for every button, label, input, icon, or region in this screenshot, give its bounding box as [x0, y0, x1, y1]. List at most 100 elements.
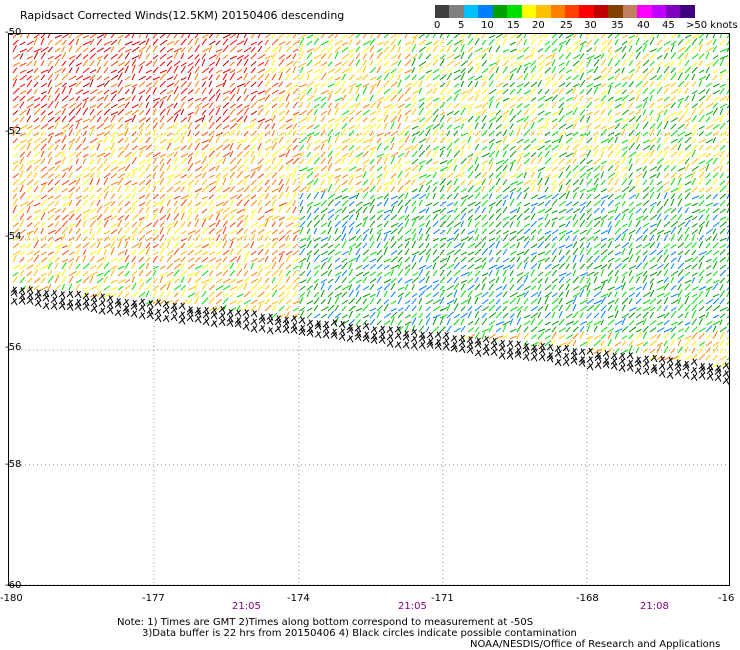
wind-barb: [670, 220, 679, 228]
wind-barb: [516, 109, 522, 116]
wind-barb-contaminated: [84, 303, 90, 311]
wind-barb: [33, 227, 39, 235]
wind-barb: [467, 290, 473, 298]
wind-barb: [166, 164, 171, 172]
wind-barb: [376, 96, 385, 102]
wind-barb: [145, 44, 151, 53]
wind-barb: [635, 80, 643, 88]
wind-barb: [579, 158, 586, 165]
wind-barb: [47, 179, 54, 186]
wind-barb: [551, 52, 556, 60]
colorbar-label: 30: [584, 20, 597, 31]
wind-barb: [250, 257, 259, 263]
wind-barb: [705, 278, 713, 284]
wind-barb: [509, 114, 517, 123]
wind-barb: [404, 167, 412, 172]
wind-barb: [173, 39, 180, 46]
wind-barb: [131, 83, 138, 88]
wind-barb: [516, 242, 520, 249]
wind-barb: [551, 184, 557, 193]
wind-barb: [68, 241, 73, 249]
wind-barb: [649, 282, 654, 291]
wind-barb: [411, 158, 419, 165]
wind-barb: [530, 334, 537, 340]
wind-barb: [327, 156, 333, 165]
wind-barb: [670, 257, 677, 263]
wind-barb: [404, 283, 409, 291]
wind-barb-contaminated: [66, 299, 73, 306]
wind-barb: [131, 291, 140, 298]
wind-barb: [152, 45, 158, 53]
wind-barb: [621, 192, 626, 200]
wind-barb: [712, 69, 719, 74]
wind-barb: [670, 233, 676, 242]
wind-barb: [12, 103, 19, 109]
wind-barb: [285, 138, 292, 144]
wind-barb: [313, 83, 320, 88]
wind-barb: [600, 125, 607, 130]
wind-barb: [453, 297, 458, 305]
wind-barb: [383, 60, 390, 67]
wind-barb: [180, 256, 186, 263]
wind-barb: [383, 299, 390, 305]
wind-barb: [502, 123, 509, 130]
wind-barb: [572, 311, 579, 319]
wind-barb-contaminated: [586, 347, 593, 355]
wind-barb: [649, 75, 657, 81]
wind-barb: [425, 72, 433, 81]
wind-barb: [117, 207, 122, 214]
wind-barb: [348, 276, 356, 284]
wind-barb: [635, 235, 643, 242]
wind-barb: [516, 276, 523, 284]
wind-barb: [502, 109, 510, 116]
wind-barb: [292, 282, 299, 291]
wind-barb: [110, 60, 119, 67]
wind-barb: [103, 89, 110, 95]
wind-barb: [166, 132, 173, 137]
wind-barb: [376, 310, 381, 319]
wind-barb: [278, 202, 287, 207]
wind-barb: [222, 187, 231, 193]
wind-barb: [201, 172, 207, 179]
wind-barb: [719, 193, 727, 200]
wind-barb: [537, 283, 542, 291]
wind-barb: [719, 313, 726, 319]
wind-barb-contaminated: [90, 299, 97, 307]
wind-barb: [278, 110, 285, 116]
wind-barb-contaminated: [300, 324, 306, 333]
wind-barb: [642, 145, 651, 151]
wind-barb: [635, 104, 643, 109]
wind-barb: [719, 339, 725, 347]
wind-barb: [572, 149, 578, 158]
wind-barb: [460, 256, 467, 263]
wind-barb: [243, 80, 251, 88]
wind-barb: [68, 171, 73, 179]
wind-barb: [551, 311, 556, 319]
wind-barb: [173, 156, 179, 165]
wind-barb: [33, 48, 43, 53]
wind-barb: [334, 97, 344, 102]
wind-barb: [593, 144, 599, 151]
wind-barb: [439, 74, 447, 81]
wind-barb: [551, 180, 557, 186]
wind-barb: [537, 48, 544, 53]
wind-barb: [222, 213, 229, 221]
wind-barb: [495, 264, 505, 270]
wind-barb: [285, 101, 290, 109]
wind-barb: [586, 289, 591, 298]
wind-barb: [376, 214, 383, 221]
wind-barb: [327, 163, 333, 172]
wind-barb-contaminated: [300, 317, 306, 325]
wind-barb: [33, 254, 40, 263]
wind-barb: [355, 188, 364, 193]
wind-barb: [712, 117, 721, 123]
wind-barb-contaminated: [132, 299, 138, 308]
wind-barb: [523, 223, 531, 228]
wind-barb: [628, 340, 634, 347]
wind-barb: [425, 192, 430, 200]
wind-barb: [376, 142, 382, 151]
wind-barb: [691, 115, 697, 123]
wind-barb: [663, 319, 670, 326]
wind-barb: [446, 130, 451, 137]
wind-barb-contaminated: [508, 340, 514, 348]
